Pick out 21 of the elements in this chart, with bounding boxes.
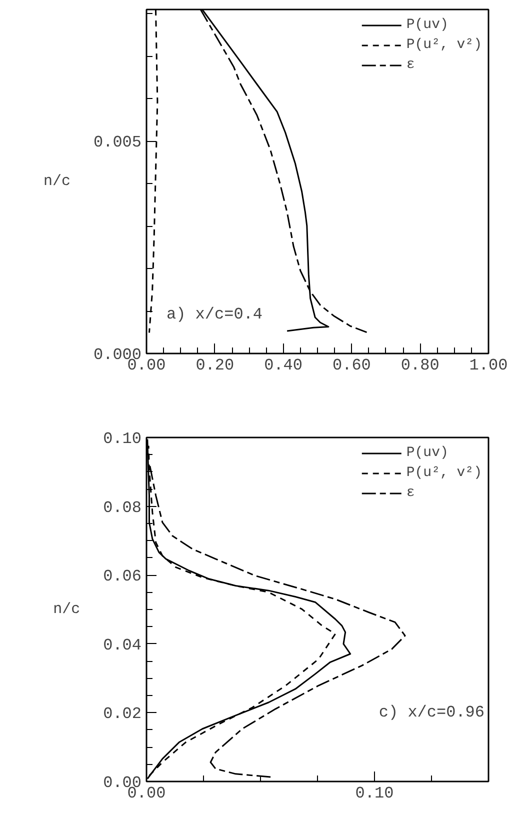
annotation: c) x/c=0.96: [378, 704, 485, 722]
y-tick-label: 0.02: [103, 705, 142, 724]
y-axis-title: n/c: [53, 601, 80, 618]
x-tick-label: 0.80: [400, 356, 440, 374]
y-tick-label: 0.10: [103, 430, 142, 448]
annotation: a) x/c=0.4: [166, 306, 263, 324]
legend-label: P(uv): [406, 445, 448, 461]
y-tick-label: 0.005: [93, 134, 142, 152]
y-axis-title: n/c: [43, 173, 71, 190]
x-tick-label: 1.00: [469, 356, 508, 374]
y-tick-label: 0.04: [103, 636, 142, 654]
legend-label: P(u², v²): [406, 465, 482, 481]
legend-label: ε: [406, 57, 416, 73]
x-tick-label: 0.20: [196, 356, 234, 374]
y-tick-label: 0.06: [103, 568, 142, 586]
legend-label: P(u², v²): [406, 37, 482, 53]
legend-label: ε: [406, 485, 416, 501]
legend-label: P(uv): [406, 17, 448, 33]
x-tick-label: 0.40: [264, 356, 303, 374]
y-tick-label: 0.08: [103, 498, 142, 517]
x-tick-label: 0.60: [332, 356, 371, 374]
